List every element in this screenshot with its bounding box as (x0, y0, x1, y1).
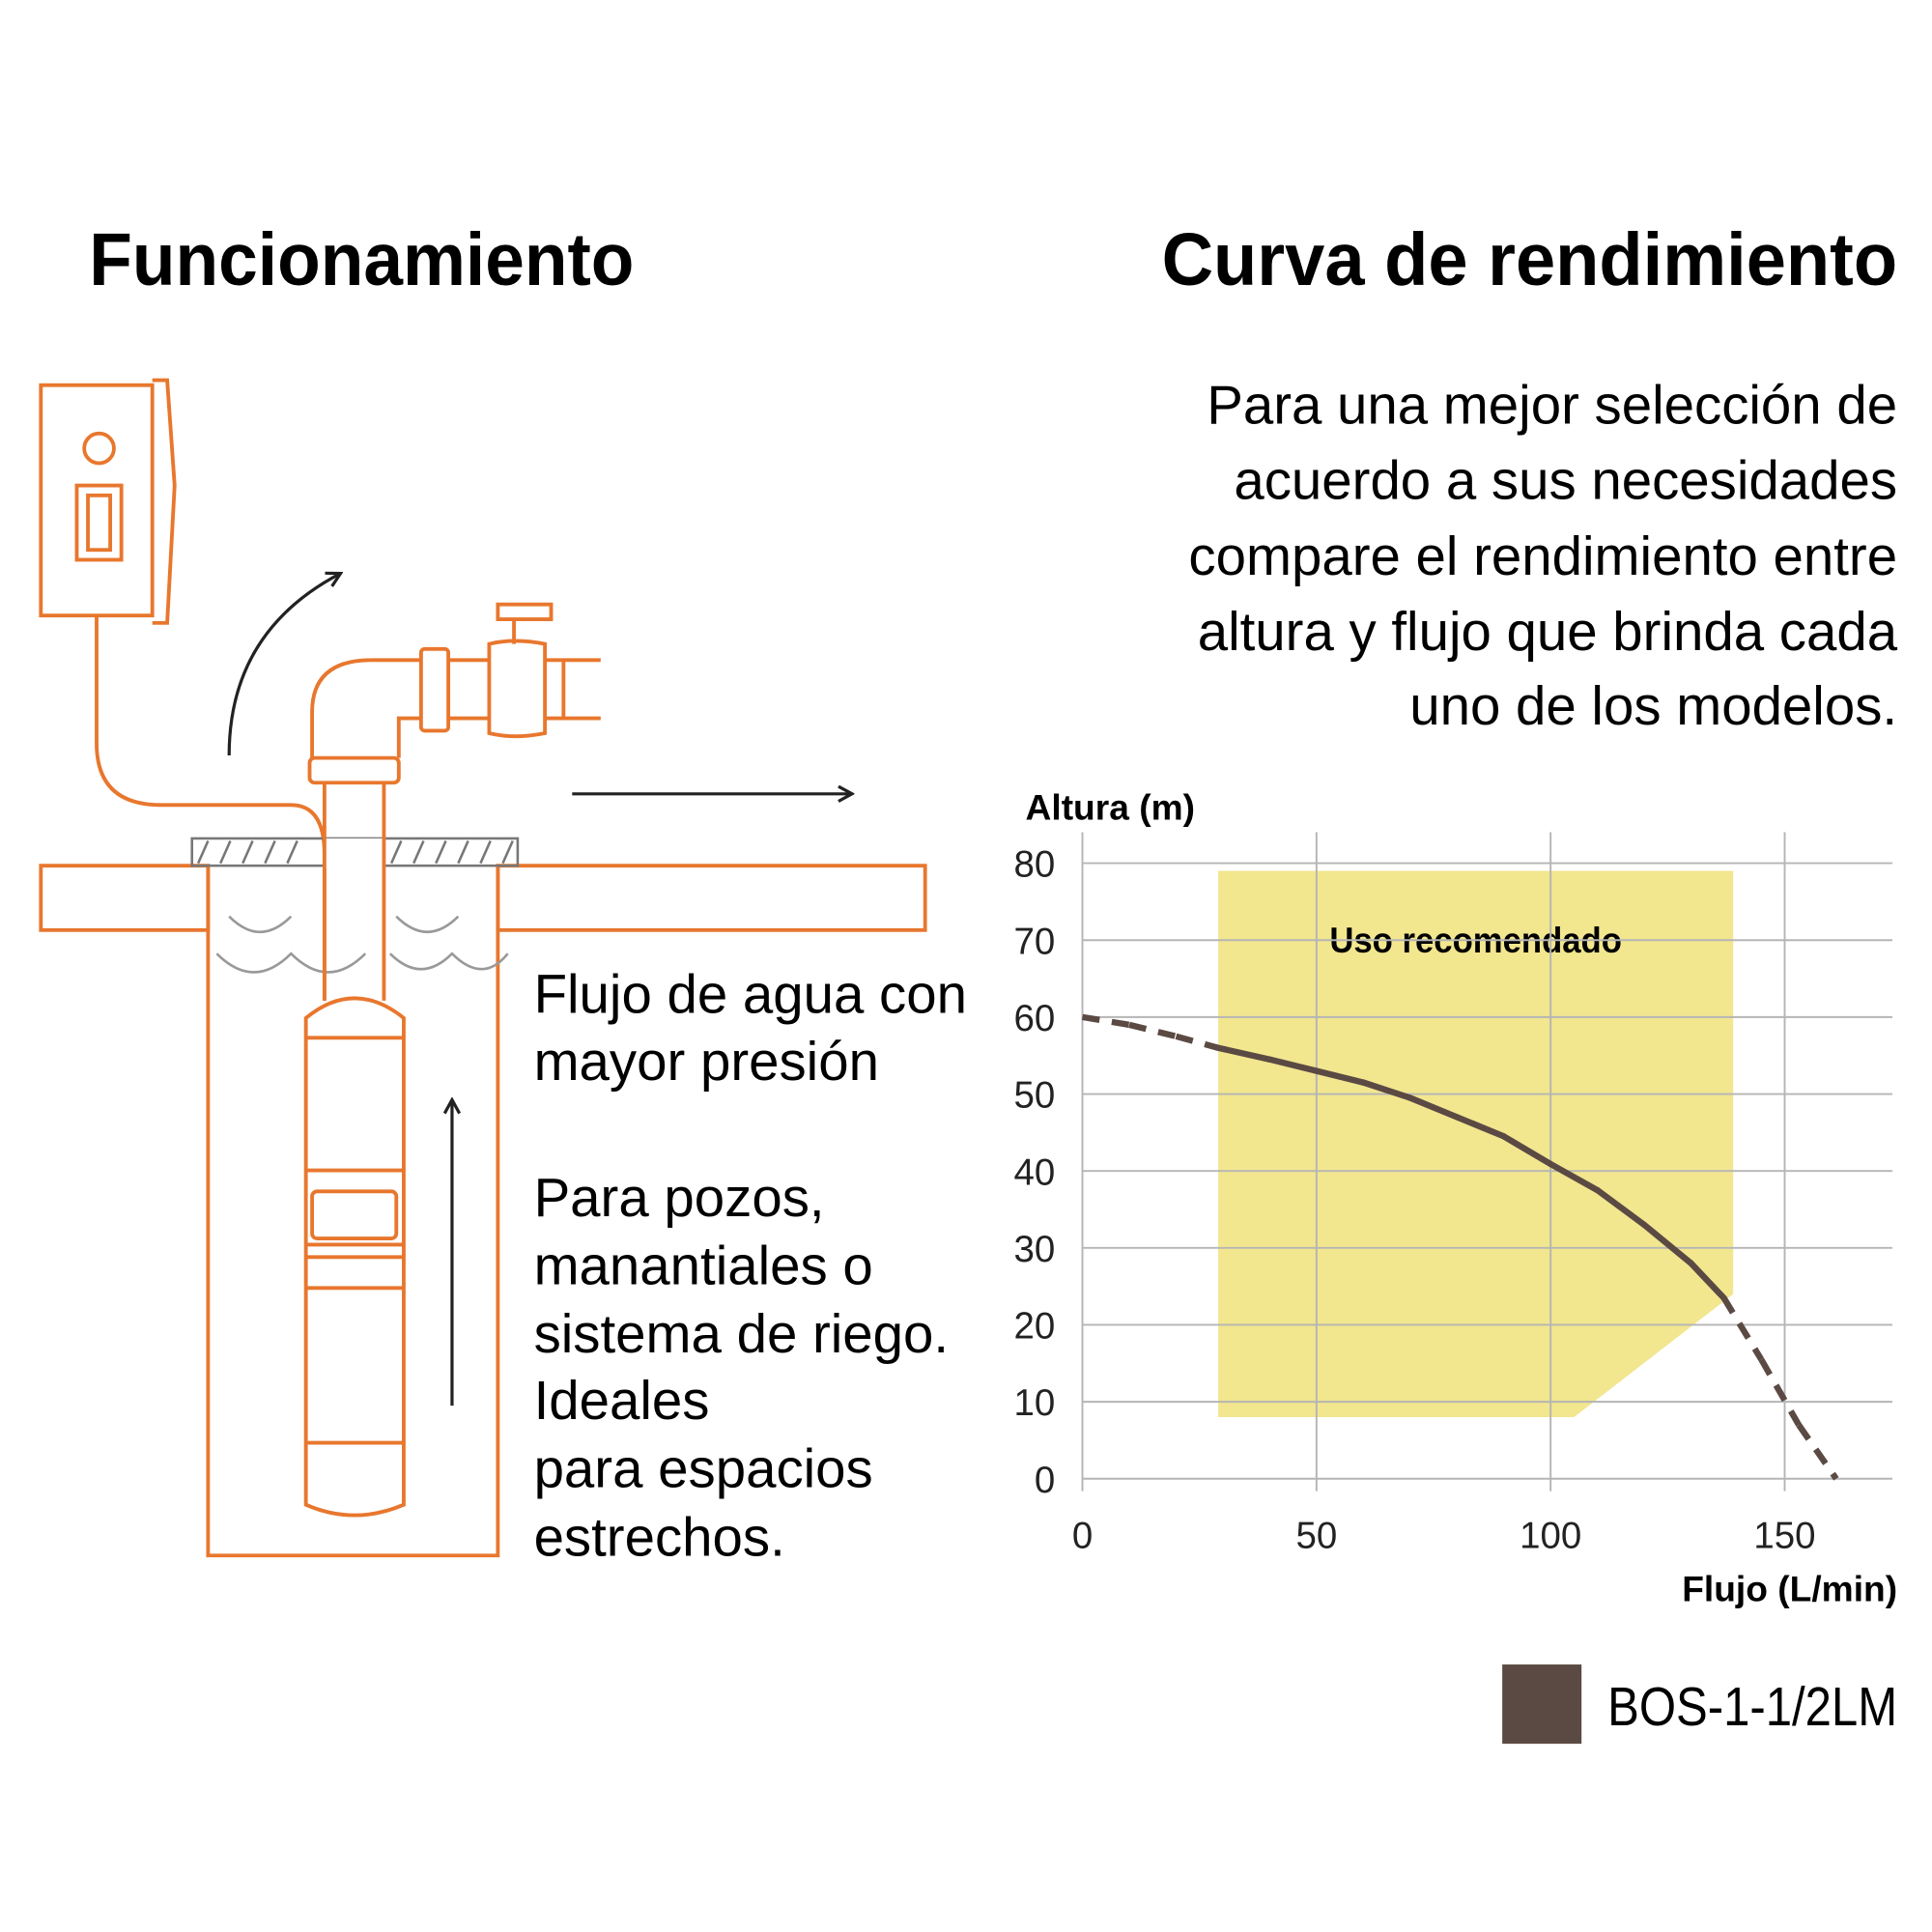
curve-segment (1547, 1160, 1601, 1194)
curve-segment (1720, 1295, 1765, 1361)
y-tick-label: 60 (1014, 998, 1056, 1039)
curve-segment (1758, 1357, 1802, 1427)
diagram-title: Funcionamiento (89, 218, 634, 301)
legend-label: BOS-1-1/2LM (1607, 1676, 1897, 1737)
y-tick-label: 0 (1035, 1460, 1055, 1501)
caption-line: Flujo de agua con (534, 964, 967, 1025)
pump-diagram (39, 378, 927, 1558)
curve-segment (1128, 1021, 1178, 1039)
y-tick-label: 40 (1014, 1151, 1056, 1193)
y-tick-label: 80 (1014, 844, 1056, 886)
curve-segment (1313, 1067, 1367, 1086)
y-tick-label: 30 (1014, 1229, 1056, 1270)
x-tick-label: 50 (1295, 1516, 1337, 1557)
curve-segment (1360, 1079, 1413, 1101)
curve-segment (1594, 1186, 1648, 1229)
chart-title: Curva de rendimiento (1162, 218, 1898, 301)
curve-segment (1081, 1013, 1130, 1029)
curve-segment (1796, 1423, 1839, 1481)
y-tick-label: 70 (1014, 921, 1056, 962)
y-tick-label: 10 (1014, 1382, 1056, 1424)
curve-segment (1175, 1033, 1219, 1051)
y-tick-label: 50 (1014, 1075, 1056, 1117)
caption-line: sistema de riego. (534, 1303, 950, 1364)
legend-swatch (1502, 1664, 1582, 1745)
curve-segment (1214, 1044, 1273, 1063)
caption-line: para espacios (534, 1438, 873, 1499)
curve-segment (1406, 1094, 1461, 1121)
curve-segment (1640, 1221, 1694, 1266)
recommended-area (1218, 870, 1734, 1418)
subtitle-line: altura y flujo que brinda cada (1198, 601, 1898, 662)
subtitle-line: Para una mejor selección de (1207, 374, 1897, 435)
curve-segment (1500, 1133, 1554, 1168)
caption-line: manantiales o (534, 1235, 873, 1295)
y-tick-label: 20 (1014, 1306, 1056, 1348)
subtitle-line: uno de los modelos. (1409, 675, 1897, 736)
curve-segment (1688, 1260, 1727, 1301)
x-axis-label: Flujo (L/min) (1682, 1569, 1897, 1609)
curve-segment (1454, 1114, 1507, 1140)
x-tick-label: 150 (1753, 1516, 1815, 1557)
x-tick-label: 0 (1072, 1516, 1093, 1557)
caption-line: Ideales (534, 1370, 710, 1431)
caption-line: estrechos. (534, 1506, 785, 1567)
y-axis-label: Altura (m) (1026, 787, 1195, 828)
subtitle-line: compare el rendimiento entre (1188, 526, 1897, 586)
x-tick-label: 100 (1520, 1516, 1581, 1557)
subtitle-line: acuerdo a sus necesidades (1234, 450, 1897, 511)
caption-line: Para pozos, (534, 1167, 825, 1228)
caption-line: mayor presión (534, 1031, 879, 1092)
curve-segment (1266, 1056, 1321, 1074)
